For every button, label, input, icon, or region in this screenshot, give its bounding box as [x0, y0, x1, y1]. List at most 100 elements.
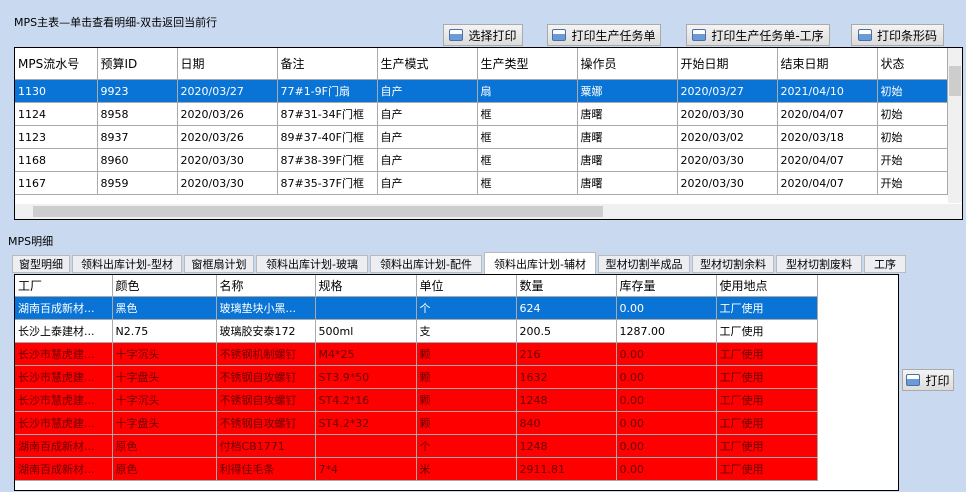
tab-2[interactable]: 窗框扇计划: [184, 255, 254, 273]
column-header[interactable]: 预算ID: [97, 48, 178, 80]
table-cell: 黑色: [112, 296, 217, 320]
table-cell: 2020/03/27: [177, 79, 278, 103]
table-row[interactable]: 长沙市慧虎建... 十字盘头 不锈钢自攻螺钉 ST4.2*32 颗 840 0.00 工厂使用: [15, 411, 818, 435]
column-header[interactable]: 生产类型: [477, 48, 578, 80]
tab-3[interactable]: 领料出库计划-玻璃: [256, 255, 368, 273]
table-cell: 2020/03/02: [677, 125, 778, 149]
master-grid[interactable]: MPS流水号 预算ID 日期 备注 生产模式 生产类型 操作员 开始日期 结束日期 状态 1130 9…: [14, 47, 963, 220]
detail-grid[interactable]: 工厂 颜色 名称 规格 单位 数量 库存量 使用地点 湖南百成新材... 黑色 玻璃垫块小黑... 个…: [14, 274, 899, 491]
table-cell: 工厂使用: [716, 411, 818, 435]
column-header[interactable]: 库存量: [616, 275, 717, 297]
table-row[interactable]: 湖南百成新材... 原色 付档CB1771 个 1248 0.00 工厂使用: [15, 434, 818, 458]
table-cell: 湖南百成新材...: [15, 434, 113, 458]
column-header[interactable]: 颜色: [112, 275, 217, 297]
table-row[interactable]: 1167 8959 2020/03/30 87#35-37F门框 自产框唐曙 2020/0…: [15, 171, 948, 195]
table-cell: 2020/03/30: [677, 148, 778, 172]
table-row[interactable]: 1130 9923 2020/03/27 77#1-9F门扇 自产扇粟娜 2020/03/…: [15, 79, 948, 103]
column-header[interactable]: 工厂: [15, 275, 113, 297]
table-cell: 不锈钢自攻螺钉: [216, 388, 316, 412]
print-button-1[interactable]: 打印生产任务单: [547, 24, 661, 46]
table-cell: 不锈钢自攻螺钉: [216, 411, 316, 435]
table-cell: 粟娜: [577, 79, 678, 103]
table-cell: 长沙市慧虎建...: [15, 388, 113, 412]
vertical-scrollbar[interactable]: [948, 48, 962, 203]
table-cell: 自产: [377, 125, 478, 149]
table-row[interactable]: 1124 8958 2020/03/26 87#31-34F门框 自产框唐曙 2020/0…: [15, 102, 948, 126]
table-cell: 8959: [97, 171, 178, 195]
printer-icon: [692, 29, 707, 41]
tab-1[interactable]: 领料出库计划-型材: [72, 255, 182, 273]
table-cell: 框: [477, 148, 578, 172]
table-cell: 长沙市慧虎建...: [15, 411, 113, 435]
print-button-3[interactable]: 打印条形码: [851, 24, 944, 46]
table-cell: 0.00: [616, 411, 717, 435]
detail-title: MPS明细: [8, 235, 54, 248]
print-button-0[interactable]: 选择打印: [443, 24, 523, 46]
table-cell: 2020/03/26: [177, 102, 278, 126]
table-row[interactable]: 长沙市慧虎建... 十字沉头 不锈钢机制螺钉 M4*25 颗 216 0.00 工厂使用: [15, 342, 818, 366]
table-cell: 扇: [477, 79, 578, 103]
table-cell: 1130: [15, 79, 98, 103]
column-header[interactable]: 单位: [416, 275, 517, 297]
table-cell: 1167: [15, 171, 98, 195]
table-cell: 初始: [877, 79, 948, 103]
table-row[interactable]: 湖南百成新材... 原色 利得佳毛条 7*4 米 2911.81 0.00 工厂使用: [15, 457, 818, 481]
column-header[interactable]: 使用地点: [716, 275, 818, 297]
table-cell: 89#37-40F门框: [277, 125, 378, 149]
table-cell: 初始: [877, 125, 948, 149]
table-cell: 初始: [877, 102, 948, 126]
table-cell: 工厂使用: [716, 342, 818, 366]
table-cell: 87#35-37F门框: [277, 171, 378, 195]
table-cell: 工厂使用: [716, 319, 818, 343]
column-header[interactable]: 备注: [277, 48, 378, 80]
table-cell: [315, 296, 417, 320]
table-cell: 颗: [416, 411, 517, 435]
table-row[interactable]: 长沙市慧虎建... 十字盘头 不锈钢自攻螺钉 ST3.9*50 颗 1632 0.00 工厂使…: [15, 365, 818, 389]
column-header[interactable]: MPS流水号: [15, 48, 98, 80]
column-header[interactable]: 规格: [315, 275, 417, 297]
table-cell: 唐曙: [577, 125, 678, 149]
table-cell: 500ml: [315, 319, 417, 343]
table-cell: 开始: [877, 148, 948, 172]
column-header[interactable]: 数量: [516, 275, 617, 297]
tab-5[interactable]: 领料出库计划-辅材: [484, 252, 596, 274]
table-cell: 原色: [112, 434, 217, 458]
column-header[interactable]: 状态: [877, 48, 948, 80]
table-cell: ST4.2*16: [315, 388, 417, 412]
column-header[interactable]: 日期: [177, 48, 278, 80]
table-cell: 2020/03/26: [177, 125, 278, 149]
column-header[interactable]: 名称: [216, 275, 316, 297]
table-cell: 颗: [416, 342, 517, 366]
tab-0[interactable]: 窗型明细: [12, 255, 70, 273]
table-cell: 不锈钢自攻螺钉: [216, 365, 316, 389]
table-cell: 框: [477, 102, 578, 126]
table-row[interactable]: 湖南百成新材... 黑色 玻璃垫块小黑... 个 624 0.00 工厂使用: [15, 296, 818, 320]
print-button-2[interactable]: 打印生产任务单-工序: [686, 24, 830, 46]
table-cell: 87#31-34F门框: [277, 102, 378, 126]
table-cell: 工厂使用: [716, 388, 818, 412]
tab-4[interactable]: 领料出库计划-配件: [370, 255, 482, 273]
table-cell: 2911.81: [516, 457, 617, 481]
tab-8[interactable]: 型材切割废料: [776, 255, 862, 273]
table-row[interactable]: 长沙市慧虎建... 十字沉头 不锈钢自攻螺钉 ST4.2*16 颗 1248 0.00 工厂使…: [15, 388, 818, 412]
table-cell: 2020/03/18: [777, 125, 878, 149]
tab-9[interactable]: 工序: [864, 255, 906, 273]
horizontal-scrollbar[interactable]: [15, 204, 962, 219]
table-cell: 1248: [516, 434, 617, 458]
table-cell: 0.00: [616, 457, 717, 481]
tab-7[interactable]: 型材切割余料: [692, 255, 774, 273]
print-button[interactable]: 打印: [902, 369, 954, 391]
table-row[interactable]: 1123 8937 2020/03/26 89#37-40F门框 自产框唐曙 2020/0…: [15, 125, 948, 149]
tab-6[interactable]: 型材切割半成品: [598, 255, 690, 273]
table-row[interactable]: 1168 8960 2020/03/30 87#38-39F门框 自产框唐曙 2020/0…: [15, 148, 948, 172]
column-header[interactable]: 操作员: [577, 48, 678, 80]
table-cell: 利得佳毛条: [216, 457, 316, 481]
table-cell: 1248: [516, 388, 617, 412]
table-row[interactable]: 长沙上泰建材... N2.75 玻璃胶安泰172 500ml 支 200.5 1287.00…: [15, 319, 818, 343]
table-cell: 1124: [15, 102, 98, 126]
column-header[interactable]: 结束日期: [777, 48, 878, 80]
table-cell: 长沙上泰建材...: [15, 319, 113, 343]
column-header[interactable]: 开始日期: [677, 48, 778, 80]
column-header[interactable]: 生产模式: [377, 48, 478, 80]
table-cell: 87#38-39F门框: [277, 148, 378, 172]
